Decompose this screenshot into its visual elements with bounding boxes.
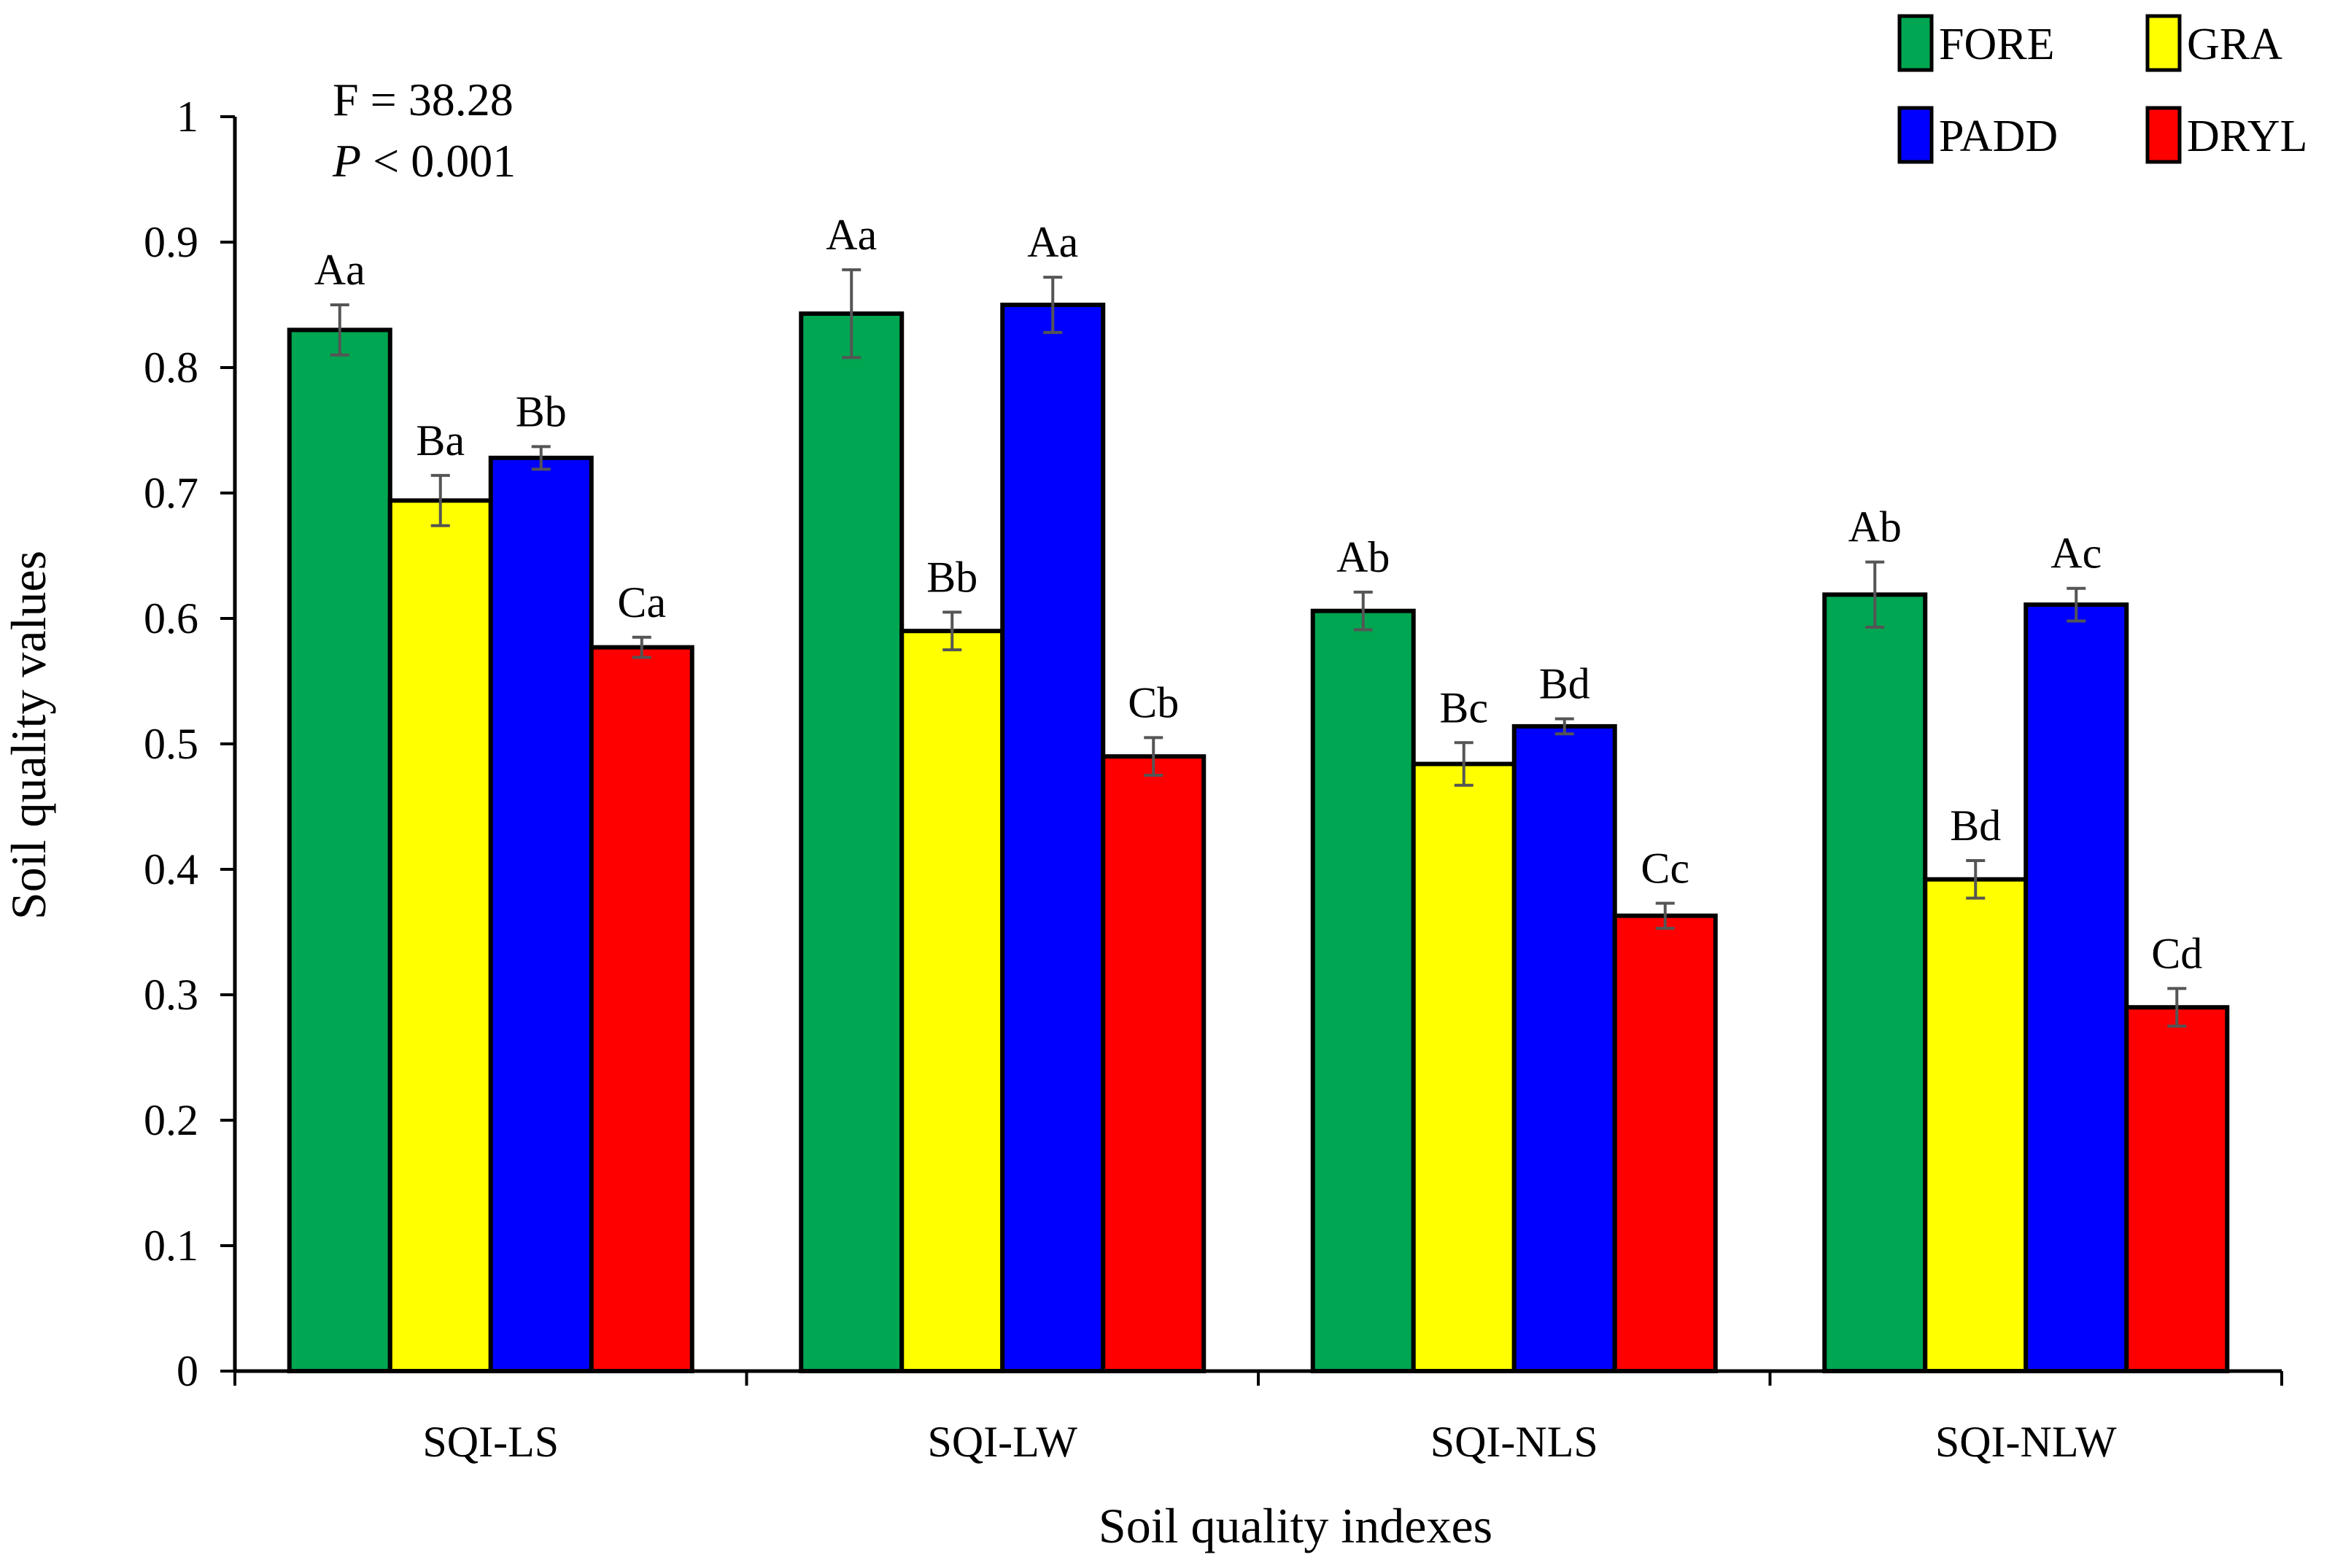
x-axis-title: Soil quality indexes [1099,1498,1492,1553]
bar-dryl-sqi-nlw [2124,1005,2230,1373]
significance-label: Ab [1848,503,1902,551]
bar-fore-sqi-nlw [1822,592,1928,1374]
y-tick-label: 0.5 [144,720,198,768]
bar-padd-sqi-ls [488,455,594,1374]
bar-fore-sqi-ls [287,327,392,1373]
significance-label: Bb [516,387,567,435]
significance-label: Cb [1128,678,1179,726]
y-tick-label: 1 [177,93,198,141]
p-value-text: < 0.001 [361,135,516,187]
legend-label-dryl: DRYL [2187,112,2307,161]
x-tick-label: SQI-NLW [1935,1418,2117,1466]
significance-label: Ca [617,578,666,626]
bars-layer [287,268,2230,1374]
legend-label-fore: FORE [1939,20,2054,69]
y-tick-label: 0.3 [144,971,198,1019]
labels-layer: Aa Aa Ab Ab Ba Bb Bc Bd Bb Aa Bd Ac Ca Cb Cc Cd [314,211,2203,978]
significance-label: Bc [1439,683,1488,731]
legend-swatch-padd [1897,106,1934,164]
y-tick-label: 0.8 [144,344,198,392]
bar-gra-sqi-nlw [1923,877,2029,1373]
bar-padd-sqi-nlw [2024,602,2129,1374]
y-tick-label: 0 [177,1347,198,1395]
significance-label: Aa [314,246,365,294]
p-value: P < 0.001 [332,135,516,187]
y-tick-label: 0.4 [144,845,198,893]
x-tick-label: SQI-LW [928,1418,1078,1466]
bar-gra-sqi-ls [387,498,493,1374]
y-tick-label: 0.6 [144,594,198,643]
f-statistic: F = 38.28 [333,74,514,125]
legend-swatch-dryl [2145,106,2182,164]
legend: FORE GRA PADD DRYL [1897,14,2307,164]
bar-fore-sqi-nls [1310,608,1416,1373]
p-symbol: P [332,135,361,187]
legend-swatch-fore [1897,14,1934,72]
bar-dryl-sqi-lw [1101,754,1207,1373]
x-tick-label: SQI-NLS [1430,1418,1598,1466]
significance-label: Ac [2050,529,2102,578]
significance-label: Cc [1641,844,1689,892]
bar-padd-sqi-lw [1000,303,1106,1373]
legend-label-padd: PADD [1939,112,2058,161]
significance-label: Ba [416,416,465,465]
y-tick-label: 0.7 [144,469,198,517]
y-tick-label: 0.9 [144,218,198,266]
significance-label: Bd [1539,660,1590,708]
y-axis-title: Soil quality values [1,551,56,920]
legend-swatch-gra [2145,14,2182,72]
significance-label: Aa [826,211,877,259]
bar-gra-sqi-nls [1411,761,1517,1373]
legend-label-gra: GRA [2187,20,2282,69]
bar-padd-sqi-nls [1511,723,1617,1373]
y-tick-label: 0.2 [144,1096,198,1144]
significance-label: Aa [1027,218,1078,266]
bar-dryl-sqi-nls [1612,913,1718,1373]
x-tick-label: SQI-LS [422,1418,559,1466]
bar-gra-sqi-lw [899,629,1005,1373]
bar-dryl-sqi-ls [589,645,694,1373]
significance-label: Bb [926,553,977,601]
axes-layer: 0 0.1 0.2 0.3 0.4 0.5 0.6 0.7 0.8 0.9 1 SQI-LS SQI-L… [144,93,2283,1466]
significance-label: Ab [1336,533,1390,581]
bar-fore-sqi-lw [799,311,905,1373]
significance-label: Bd [1950,802,2001,850]
significance-label: Cd [2151,929,2202,977]
y-tick-label: 0.1 [144,1222,198,1270]
